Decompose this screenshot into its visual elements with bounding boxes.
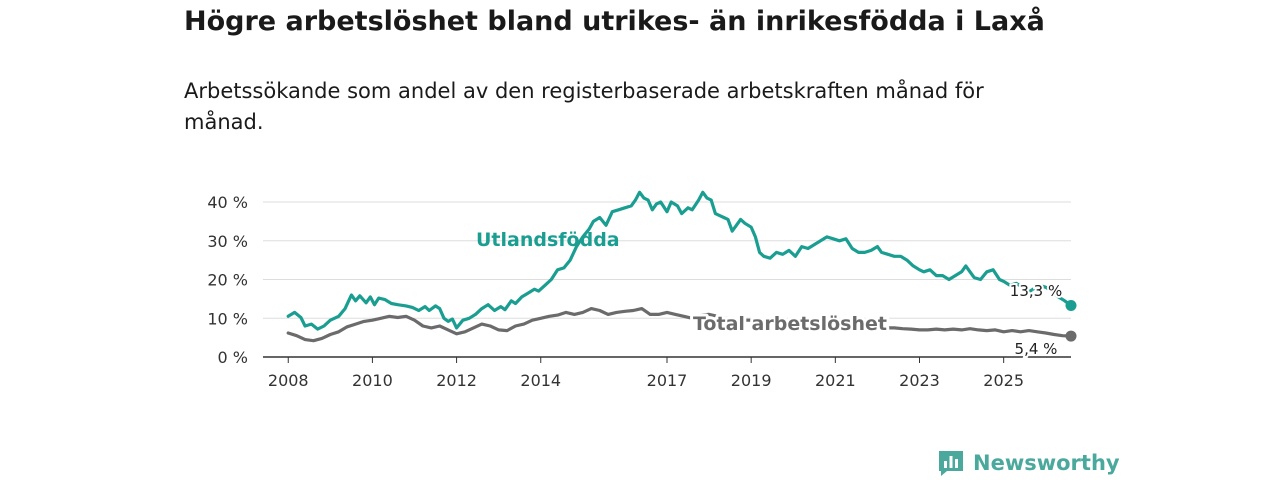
series-label: Utlandsfödda	[476, 229, 620, 251]
series-line	[286, 307, 1073, 343]
x-tick-label: 2014	[520, 371, 561, 390]
x-tick-label: 2019	[731, 371, 772, 390]
y-tick-label: 40 %	[207, 193, 248, 212]
brand-name: Newsworthy	[973, 451, 1120, 475]
bar-chart-logo-icon	[939, 451, 963, 476]
y-tick-label: 20 %	[207, 271, 248, 290]
y-tick-label: 10 %	[207, 309, 248, 328]
chart-title: Högre arbetslöshet bland utrikes- än inr…	[184, 6, 1045, 37]
line-chart: 0 % 10 % 20 % 30 % 40 % 2008 2010 2012 2014 2017…	[207, 190, 1077, 390]
x-tick-label: 2008	[268, 371, 309, 390]
x-tick-label: 2025	[983, 371, 1024, 390]
chart-subtitle: Arbetssökande som andel av den registerb…	[184, 79, 984, 134]
y-tick-label: 0 %	[218, 348, 248, 367]
series-end-point	[1065, 330, 1077, 342]
series-end-point	[1065, 299, 1077, 311]
x-tick-label: 2023	[899, 371, 940, 390]
x-axis: 2008 2010 2012 2014 2017 2019 2021 2023 2025	[268, 357, 1024, 390]
series-label: Total arbetslöshet	[693, 313, 887, 335]
brand-logo: Newsworthy	[937, 449, 1120, 477]
series-labels: Utlandsfödda 13,3 % Total arbetslöshet 5,4 …	[476, 229, 1064, 360]
y-tick-label: 30 %	[207, 232, 248, 251]
series-line	[286, 190, 1073, 331]
x-tick-label: 2012	[436, 371, 477, 390]
series-end-label: 5,4 %	[1015, 340, 1058, 358]
x-tick-label: 2010	[352, 371, 393, 390]
series-lines	[286, 190, 1077, 343]
series-end-label: 13,3 %	[1010, 282, 1062, 300]
y-axis: 0 % 10 % 20 % 30 % 40 %	[207, 193, 248, 367]
x-tick-label: 2021	[815, 371, 856, 390]
x-tick-label: 2017	[647, 371, 688, 390]
